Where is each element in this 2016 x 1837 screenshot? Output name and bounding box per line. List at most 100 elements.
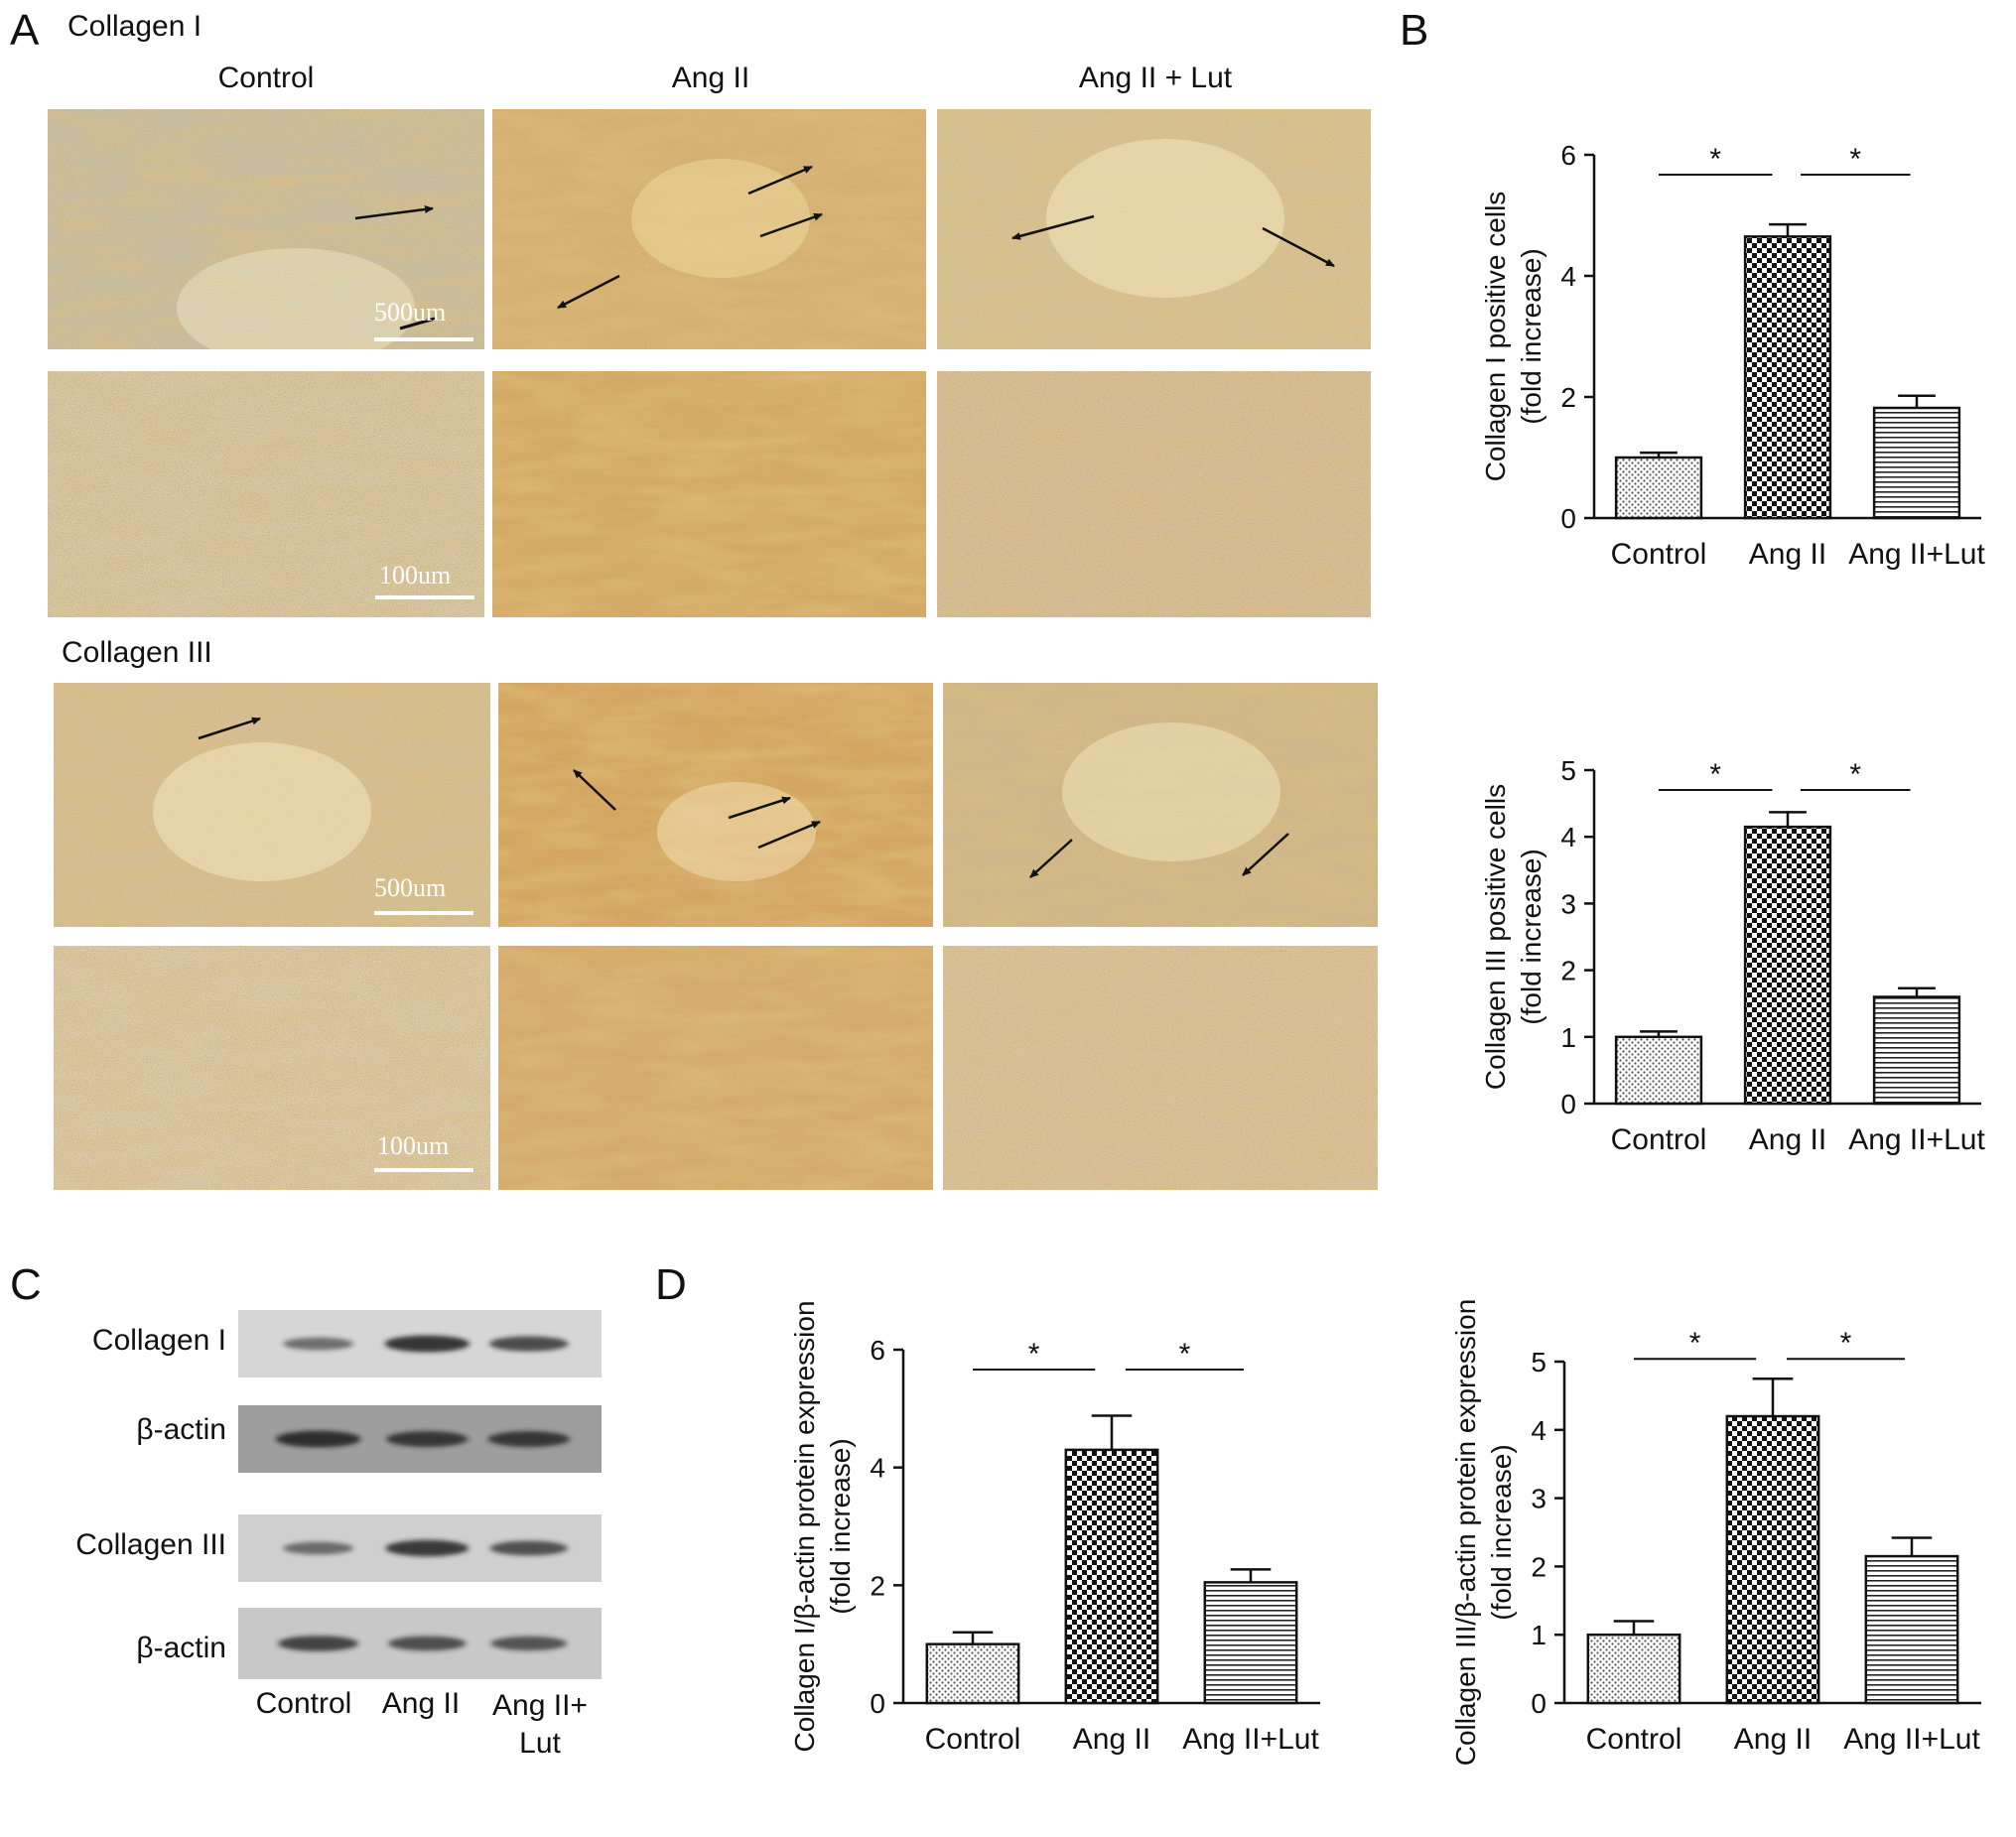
- micrograph-collagen-i-ang-ii-high: [492, 371, 926, 617]
- y-tick-label: 0: [1560, 1089, 1576, 1119]
- x-tick-label: Control: [1611, 1123, 1707, 1156]
- x-tick-label: Ang II+Lut: [1182, 1723, 1319, 1756]
- blot-band: [388, 1636, 467, 1651]
- micrograph-collagen-i-control-high: [48, 371, 484, 617]
- y-axis-label: (fold increase): [1486, 1444, 1517, 1620]
- chart-collagen-i-beta-actin-expression: 0 2 4 6 Collagen I/β-actin protein expressio…: [715, 1252, 1350, 1828]
- x-tick-label: Ang II+Lut: [1843, 1723, 1980, 1756]
- y-tick-label: 4: [1560, 822, 1576, 853]
- blot-band: [490, 1636, 568, 1651]
- micrograph-collagen-iii-ang-ii-lut-low: [943, 683, 1378, 927]
- bar: [1586, 1633, 1681, 1705]
- micrograph-collagen-iii-control-low: [54, 683, 490, 927]
- blot-strip-collagen-i: [238, 1310, 602, 1378]
- y-tick-label: 3: [1560, 888, 1576, 919]
- blot-band: [489, 1540, 568, 1556]
- scale-label-500um: 500um: [374, 873, 447, 902]
- x-tick-label: Ang II: [1073, 1723, 1150, 1756]
- blot-row-label-collagen-i: Collagen I: [91, 1324, 226, 1357]
- scale-label-100um: 100um: [377, 1131, 450, 1160]
- bar: [1743, 825, 1832, 1106]
- panel-label-a: A: [10, 6, 40, 55]
- blot-band: [489, 1336, 569, 1352]
- bar: [1614, 456, 1703, 520]
- y-tick-label: 5: [1560, 755, 1576, 786]
- bar: [1064, 1448, 1159, 1705]
- y-tick-label: 6: [870, 1335, 885, 1366]
- blot-row-label-beta-actin: β-actin: [136, 1632, 226, 1664]
- x-tick-label: Control: [925, 1723, 1021, 1756]
- bar: [1872, 995, 1961, 1106]
- scale-bar: [374, 911, 473, 915]
- y-tick-label: 1: [1531, 1620, 1546, 1650]
- scale-bar: [374, 1168, 473, 1172]
- x-tick-label: Ang II+Lut: [1848, 1123, 1985, 1156]
- blot-row-label-beta-actin: β-actin: [136, 1413, 226, 1446]
- blot-band: [283, 1541, 353, 1555]
- y-tick-label: 0: [870, 1688, 885, 1719]
- y-tick-label: 3: [1531, 1484, 1546, 1514]
- significance-label: *: [1709, 143, 1721, 176]
- y-tick-label: 2: [1560, 382, 1576, 413]
- x-tick-label: Control: [1586, 1723, 1682, 1756]
- bar: [1614, 1035, 1703, 1106]
- section-title-collagen-i: Collagen I: [67, 10, 202, 43]
- bar: [925, 1642, 1020, 1705]
- y-tick-label: 2: [1531, 1551, 1546, 1582]
- bar: [1725, 1414, 1820, 1705]
- y-tick-label: 0: [1560, 503, 1576, 534]
- scale-label-100um: 100um: [379, 561, 452, 590]
- y-axis-label: Collagen I positive cells: [1480, 192, 1511, 482]
- y-axis-label: Collagen I/β-actin protein expression: [789, 1300, 820, 1752]
- y-tick-label: 4: [870, 1453, 885, 1484]
- significance-label: *: [1689, 1327, 1701, 1360]
- blot-strip-beta-actin: [238, 1405, 602, 1473]
- y-tick-label: 2: [1560, 956, 1576, 986]
- bar: [1743, 235, 1832, 520]
- micrograph-collagen-iii-ang-ii-high: [498, 946, 933, 1190]
- significance-label: *: [1849, 143, 1861, 176]
- column-title-ang-ii: Ang II: [671, 62, 750, 94]
- significance-label: *: [1709, 758, 1721, 791]
- y-tick-label: 1: [1560, 1022, 1576, 1053]
- x-tick-label: Ang II: [1734, 1723, 1812, 1756]
- y-tick-label: 4: [1531, 1415, 1546, 1446]
- y-tick-label: 0: [1531, 1688, 1546, 1719]
- blot-band: [275, 1430, 361, 1448]
- x-tick-label: Ang II: [1749, 1123, 1826, 1156]
- blot-band: [386, 1431, 469, 1447]
- y-tick-label: 6: [1560, 140, 1576, 171]
- y-axis-label: (fold increase): [1516, 248, 1546, 424]
- bar: [1872, 406, 1961, 520]
- significance-label: *: [1849, 758, 1861, 791]
- y-axis-label: Collagen III positive cells: [1480, 784, 1511, 1090]
- y-axis-label: (fold increase): [825, 1438, 856, 1614]
- blot-lane-label-ang-ii: Ang II: [381, 1687, 461, 1720]
- section-title-collagen-iii: Collagen III: [62, 636, 212, 669]
- scale-bar: [374, 337, 473, 341]
- y-axis-label: (fold increase): [1516, 849, 1546, 1024]
- column-title-control: Control: [217, 62, 315, 94]
- bar: [1203, 1581, 1298, 1705]
- bar: [1864, 1554, 1959, 1705]
- blot-row-label-collagen-iii: Collagen III: [75, 1528, 226, 1561]
- blot-strip-collagen-iii: [238, 1514, 602, 1582]
- micrograph-collagen-i-ang-ii-lut-high: [937, 371, 1371, 617]
- blot-strip-beta-actin: [238, 1608, 602, 1679]
- column-title-ang-ii-lut: Ang II + Lut: [1078, 62, 1233, 94]
- chart-collagen-iii-positive-cells: 0 1 2 3 4 5 Collagen III positive cells (fold i…: [1390, 734, 2005, 1171]
- y-tick-label: 2: [870, 1570, 885, 1601]
- micrograph-collagen-i-ang-ii-lut-low: [937, 109, 1371, 349]
- blot-lane-label-control: Control: [255, 1687, 352, 1720]
- blot-band: [384, 1335, 470, 1353]
- micrograph-collagen-i-control-low: [48, 109, 484, 349]
- significance-label: *: [1028, 1338, 1040, 1371]
- x-tick-label: Control: [1611, 538, 1707, 571]
- x-tick-label: Ang II+Lut: [1848, 538, 1985, 571]
- micrograph-collagen-i-ang-ii-low: [492, 109, 926, 349]
- scale-bar: [375, 595, 474, 599]
- micrograph-collagen-iii-control-high: [54, 946, 490, 1190]
- panel-label-b: B: [1400, 6, 1429, 55]
- y-tick-label: 5: [1531, 1347, 1546, 1378]
- micrograph-collagen-iii-ang-ii-low: [498, 683, 933, 927]
